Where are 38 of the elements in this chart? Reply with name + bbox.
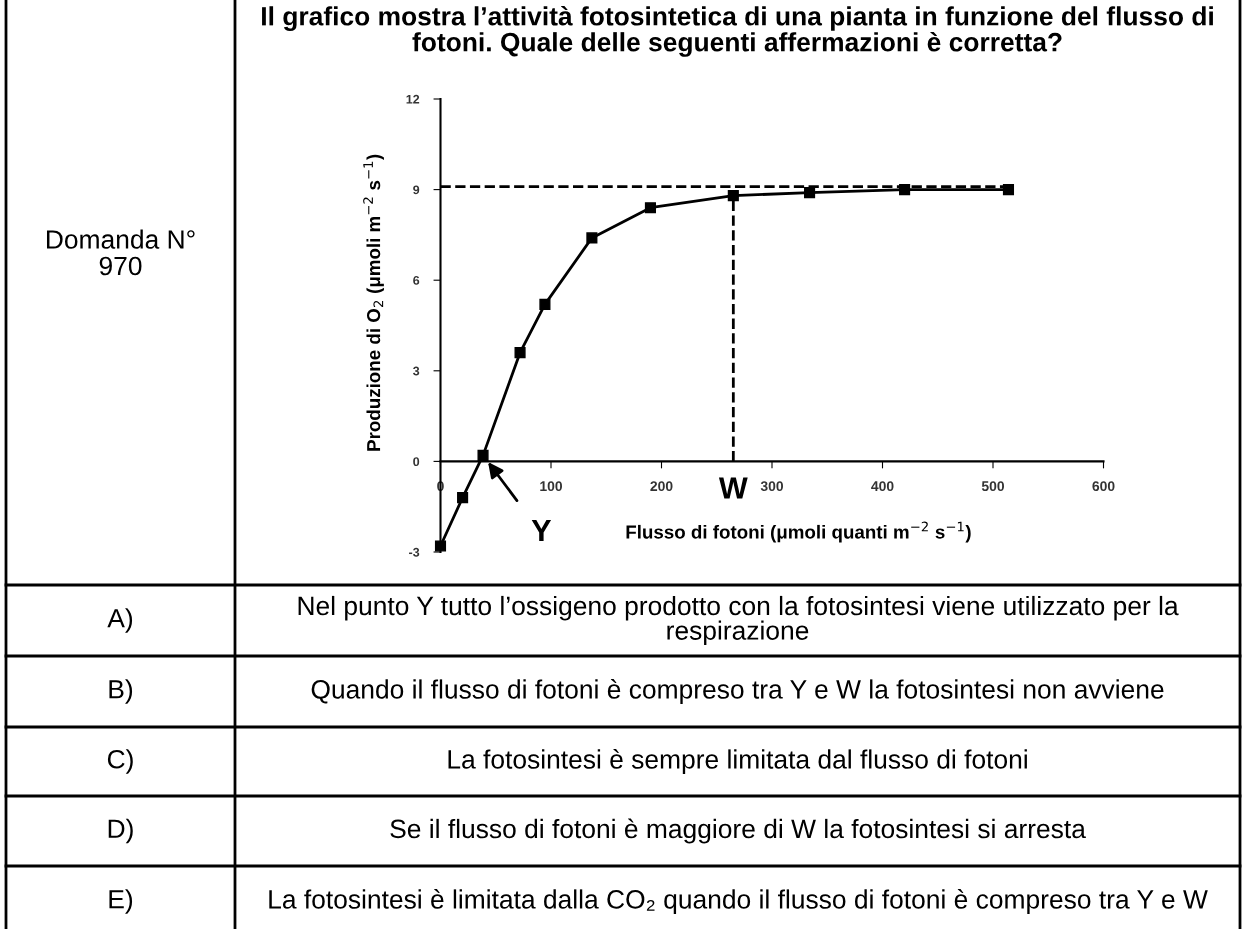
- x-tick-label: 600: [1092, 481, 1115, 492]
- point: [899, 184, 911, 196]
- y-tick-label: 0: [413, 457, 420, 467]
- point: [727, 190, 739, 202]
- y-tick-label: 6: [413, 276, 420, 285]
- text: D): [108, 818, 133, 844]
- text: Se il flusso di fotoni è maggiore di W la fotosintesi si arresta: [390, 818, 1086, 844]
- y-tick-label: 12: [406, 94, 420, 104]
- point: [644, 202, 657, 214]
- text: A): [107, 608, 133, 633]
- x-tick-label: 300: [760, 481, 784, 492]
- x-tick-label: 200: [650, 481, 673, 492]
- point: [539, 298, 551, 310]
- point: [457, 492, 469, 504]
- y-axis-title: Produzione di O$_{2}$ (μmoli m$^{−2}$ s$^{−1}$): [363, 154, 384, 451]
- chart-title: Il grafico mostra l’attività fotosintetica di una pianta in funzione del flusso di fotoni. Quale delle seguenti affermazioni è corretta?: [262, 6, 1213, 57]
- x-tick-label: 400: [871, 481, 894, 492]
- x-axis-title: Flusso di fotoni (μmoli quanti m$^{−2}$ s$^{−1}$): [626, 521, 971, 543]
- text: Quando il flusso di fotoni è compreso tra Y e W la fotosintesi non avviene: [311, 679, 1164, 704]
- text: C): [107, 749, 133, 774]
- y-tick-label: -3: [409, 547, 420, 557]
- text: Nel punto Y tutto l’ossigeno prodotto con la fotosintesi viene utilizzato per la respirazione: [298, 595, 1179, 646]
- ref-line-label: W: [718, 477, 748, 499]
- point: [477, 449, 489, 461]
- text: E): [109, 889, 133, 914]
- point: [586, 232, 598, 244]
- text: La fotosintesi è limitata dalla CO₂ quando il flusso di fotoni è compreso tra Y e W: [269, 889, 1208, 914]
- text: La fotosintesi è sempre limitata dal flusso di fotoni: [448, 749, 1027, 774]
- y-tick-label: 9: [413, 185, 420, 195]
- point: [1002, 184, 1015, 196]
- y-tick-label: 3: [413, 366, 420, 376]
- point: [804, 187, 816, 199]
- x-tick-label: 500: [981, 481, 1005, 492]
- text: Domanda N° 970: [46, 229, 195, 276]
- x-tick-label: 100: [540, 481, 563, 492]
- annotation: Y: [531, 520, 552, 542]
- text: B): [109, 679, 133, 704]
- point: [514, 347, 526, 359]
